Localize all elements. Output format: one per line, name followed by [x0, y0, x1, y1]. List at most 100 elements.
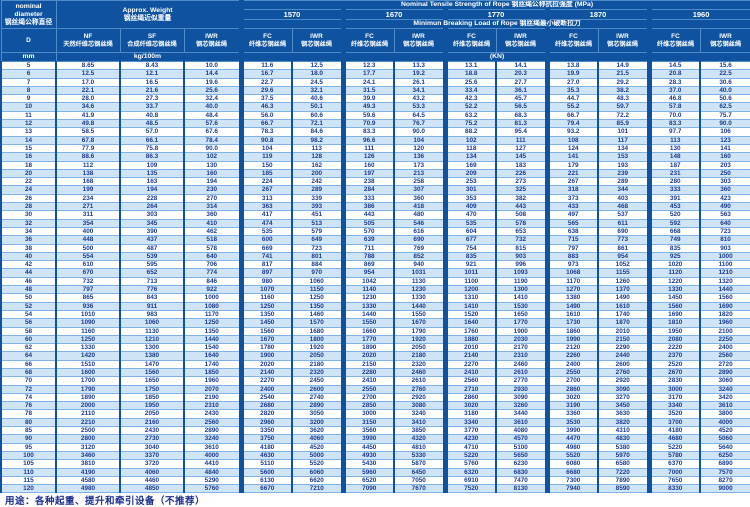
cell-value: 2170 [496, 344, 547, 352]
cell-value: 6230 [496, 460, 547, 468]
cell-value: 344 [598, 186, 649, 194]
cell-value: 90.0 [394, 128, 445, 136]
cell-diameter: 80 [1, 418, 56, 426]
cell-value: 732 [496, 236, 547, 244]
cell-value: 360 [394, 194, 445, 202]
cell-value: 3240 [394, 410, 445, 418]
cell-value: 3620 [292, 427, 343, 435]
cell-value: 42.3 [445, 95, 496, 103]
cell-diameter: 72 [1, 385, 56, 393]
cell-value: 1060 [120, 319, 184, 327]
cell-value: 57.8 [649, 103, 700, 111]
cell-value: 1450 [649, 294, 700, 302]
cell-value: 75.2 [445, 120, 496, 128]
cell-value: 732 [56, 277, 120, 285]
cell-value: 1790 [394, 327, 445, 335]
cell-value: 973 [547, 261, 598, 269]
cell-value: 1520 [445, 310, 496, 318]
col-header-iwr-zh: 钢芯钢丝绳 [497, 41, 545, 49]
col-header-iwr-code: IWR [293, 33, 341, 41]
cell-value: 1880 [445, 335, 496, 343]
cell-value: 2190 [184, 393, 241, 401]
cell-value: 797 [547, 244, 598, 252]
cell-value: 35.3 [547, 86, 598, 94]
cell-value: 270 [184, 194, 241, 202]
cell-value: 570 [343, 227, 394, 235]
cell-value: 3060 [700, 377, 750, 385]
cell-value: 604 [445, 227, 496, 235]
cell-value: 611 [598, 219, 649, 227]
cell-value: 76.7 [394, 120, 445, 128]
cell-value: 242 [292, 178, 343, 186]
cell-value: 1120 [649, 269, 700, 277]
cell-value: 13.3 [394, 62, 445, 70]
cell-value: 145 [496, 153, 547, 161]
cell-value: 1640 [445, 319, 496, 327]
cell-value: 200 [292, 169, 343, 177]
cell-value: 883 [547, 252, 598, 260]
cell-value: 861 [598, 244, 649, 252]
cell-value: 579 [292, 227, 343, 235]
cell-value: 5520 [292, 460, 343, 468]
cell-diameter: 56 [1, 319, 56, 327]
cell-value: 36.1 [496, 86, 547, 94]
cell-value: 1960 [700, 319, 750, 327]
cell-value: 93.2 [547, 128, 598, 136]
usage-note: 用途：各种起重、提升和牵引设备（不推荐） [0, 493, 750, 507]
header-nominal-diameter: nominal diameter 钢丝绳公称直径 [1, 1, 56, 29]
cell-value: 4570 [496, 435, 547, 443]
strength-value: 1960 [649, 10, 750, 20]
cell-value: 741 [241, 252, 292, 260]
cell-diameter: 46 [1, 277, 56, 285]
cell-value: 209 [445, 169, 496, 177]
cell-value: 2670 [649, 368, 700, 376]
cell-value: 44.7 [547, 95, 598, 103]
cell-value: 2860 [445, 393, 496, 401]
cell-value: 4000 [700, 418, 750, 426]
cell-value: 1230 [394, 286, 445, 294]
cell-value: 12.5 [292, 62, 343, 70]
cell-value: 78.3 [241, 128, 292, 136]
cell-value: 59.6 [343, 111, 394, 119]
cell-value: 3370 [120, 451, 184, 459]
cell-value: 2600 [292, 385, 343, 393]
cell-diameter: 64 [1, 352, 56, 360]
cell-value: 8270 [700, 476, 750, 484]
cell-value: 160 [184, 169, 241, 177]
cell-value: 253 [445, 178, 496, 186]
cell-value: 5760 [184, 485, 241, 493]
cell-value: 67.6 [184, 128, 241, 136]
cell-value: 2080 [649, 335, 700, 343]
cell-value: 6620 [292, 476, 343, 484]
cell-diameter: 15 [1, 144, 56, 152]
cell-value: 1490 [547, 302, 598, 310]
col-header-iwr-weight-code: IWR [185, 33, 239, 41]
cell-value: 640 [184, 252, 241, 260]
cell-value: 183 [496, 161, 547, 169]
cell-value: 1160 [56, 327, 120, 335]
cell-value: 423 [700, 194, 750, 202]
cell-value: 1550 [394, 310, 445, 318]
cell-value: 970 [292, 269, 343, 277]
cell-value: 14.9 [598, 62, 649, 70]
header-tensile-strength-title: Nominal Tensile Strength of Rope 钢丝绳公称抗拉… [241, 1, 750, 10]
cell-value: 897 [241, 269, 292, 277]
cell-value: 199 [56, 186, 120, 194]
cell-value: 75.8 [120, 144, 184, 152]
cell-value: 345 [120, 219, 184, 227]
cell-value: 153 [598, 153, 649, 161]
cell-value: 123 [700, 136, 750, 144]
cell-value: 111 [343, 144, 394, 152]
cell-diameter: 32 [1, 219, 56, 227]
cell-value: 2610 [394, 377, 445, 385]
cell-value: 24.5 [292, 78, 343, 86]
cell-value: 453 [649, 203, 700, 211]
cell-value: 4180 [649, 427, 700, 435]
